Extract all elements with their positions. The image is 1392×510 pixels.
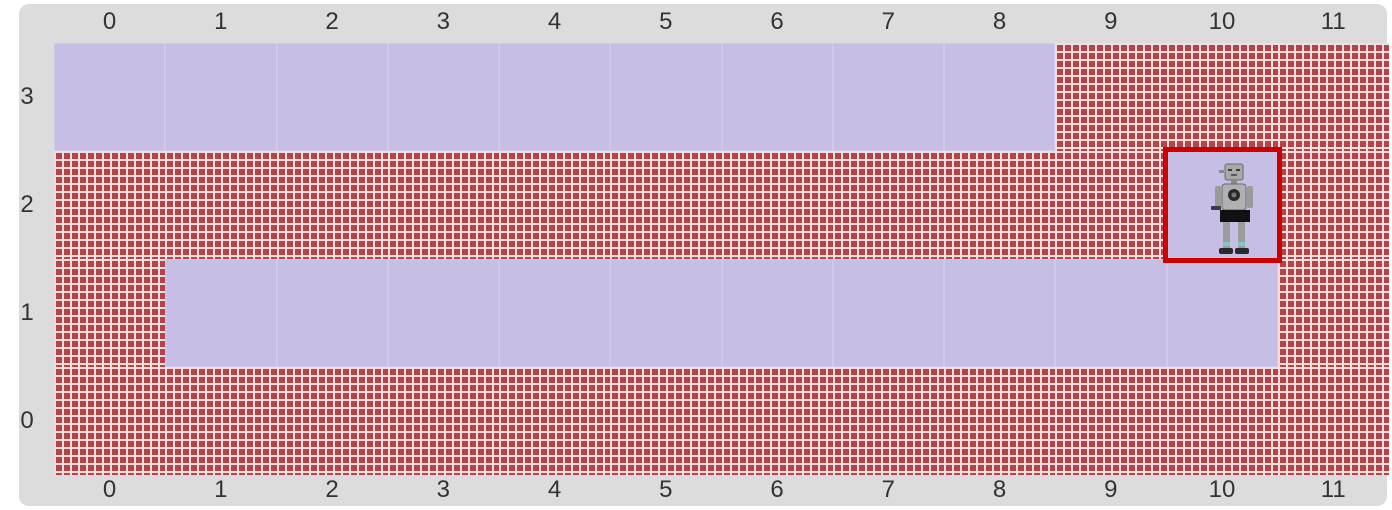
wall-cell-r2-c4: [499, 151, 611, 259]
column-label-9: 9: [1104, 8, 1118, 35]
floor-cell-r1-c7[interactable]: [832, 259, 944, 367]
wall-cell-r1-c0: [54, 259, 166, 367]
row-label-2: 2: [20, 191, 34, 218]
row-label-0: 0: [20, 407, 34, 434]
column-label-5: 5: [659, 8, 673, 35]
wall-cell-r0-c1: [165, 367, 277, 475]
column-label-2: 2: [325, 476, 339, 503]
floor-cell-r3-c6[interactable]: [721, 43, 833, 151]
column-label-8: 8: [992, 476, 1007, 503]
column-label-1: 1: [214, 8, 228, 35]
wall-cell-r2-c3: [387, 151, 499, 259]
wall-cell-r2-c1: [165, 151, 277, 259]
wall-cell-r3-c10: [1166, 43, 1278, 151]
floor-cell-r1-c9[interactable]: [1055, 259, 1167, 367]
column-label-4: 4: [547, 8, 562, 35]
floor-cell-r1-c3[interactable]: [387, 259, 499, 367]
wall-cell-r3-c9: [1055, 43, 1167, 151]
column-label-7: 7: [881, 476, 895, 503]
row-label-1: 1: [20, 299, 34, 326]
column-label-11: 11: [1320, 476, 1346, 503]
wall-cell-r0-c2: [276, 367, 388, 475]
column-label-11: 11: [1320, 8, 1346, 35]
floor-cell-r3-c5[interactable]: [610, 43, 722, 151]
column-label-6: 6: [770, 8, 784, 35]
floor-cell-r1-c1[interactable]: [165, 259, 277, 367]
floor-cell-r1-c6[interactable]: [721, 259, 833, 367]
robot-icon: [1210, 163, 1253, 254]
wall-cell-r2-c9: [1055, 151, 1167, 259]
wall-cell-r2-c5: [610, 151, 722, 259]
wall-cell-r0-c10: [1166, 367, 1278, 475]
wall-cell-r0-c4: [499, 367, 611, 475]
wall-cell-r2-c7: [832, 151, 944, 259]
wall-cell-r0-c8: [944, 367, 1056, 475]
floor-cell-r3-c1[interactable]: [165, 43, 277, 151]
column-label-5: 5: [659, 476, 673, 503]
floor-cell-r1-c2[interactable]: [276, 259, 388, 367]
floor-cell-r3-c4[interactable]: [499, 43, 611, 151]
floor-cell-r1-c4[interactable]: [499, 259, 611, 367]
floor-cell-r3-c8[interactable]: [944, 43, 1056, 151]
column-label-3: 3: [436, 476, 450, 503]
column-label-2: 2: [325, 8, 339, 35]
row-label-3: 3: [20, 83, 34, 110]
floor-cell-r1-c8[interactable]: [944, 259, 1056, 367]
wall-cell-r2-c11: [1277, 151, 1389, 259]
wall-cell-r2-c6: [721, 151, 833, 259]
wall-cell-r0-c0: [54, 367, 166, 475]
wall-cell-r0-c7: [832, 367, 944, 475]
floor-cell-r1-c10[interactable]: [1166, 259, 1278, 367]
floor-cell-r3-c7[interactable]: [832, 43, 944, 151]
wall-cell-r0-c11: [1277, 367, 1389, 475]
column-label-9: 9: [1104, 476, 1118, 503]
wall-cell-r2-c2: [276, 151, 388, 259]
column-label-3: 3: [436, 8, 450, 35]
floor-cell-r3-c2[interactable]: [276, 43, 388, 151]
wall-cell-r0-c6: [721, 367, 833, 475]
wall-cell-r0-c3: [387, 367, 499, 475]
wall-cell-r2-c8: [944, 151, 1056, 259]
wall-cell-r0-c5: [610, 367, 722, 475]
column-label-1: 1: [214, 476, 228, 503]
column-label-7: 7: [881, 8, 895, 35]
floor-cell-r3-c3[interactable]: [387, 43, 499, 151]
agent-cell-highlight: [1162, 147, 1282, 263]
wall-cell-r2-c0: [54, 151, 166, 259]
column-label-0: 0: [102, 8, 117, 35]
maze-grid: [54, 43, 1389, 475]
column-label-0: 0: [102, 476, 117, 503]
column-label-4: 4: [547, 476, 562, 503]
wall-cell-r0-c9: [1055, 367, 1167, 475]
column-label-10: 10: [1208, 476, 1236, 503]
floor-cell-r3-c0[interactable]: [54, 43, 166, 151]
wall-cell-r1-c11: [1277, 259, 1389, 367]
floor-cell-r1-c5[interactable]: [610, 259, 722, 367]
wall-cell-r3-c11: [1277, 43, 1389, 151]
column-label-6: 6: [770, 476, 784, 503]
column-label-10: 10: [1208, 8, 1236, 35]
column-label-8: 8: [992, 8, 1007, 35]
